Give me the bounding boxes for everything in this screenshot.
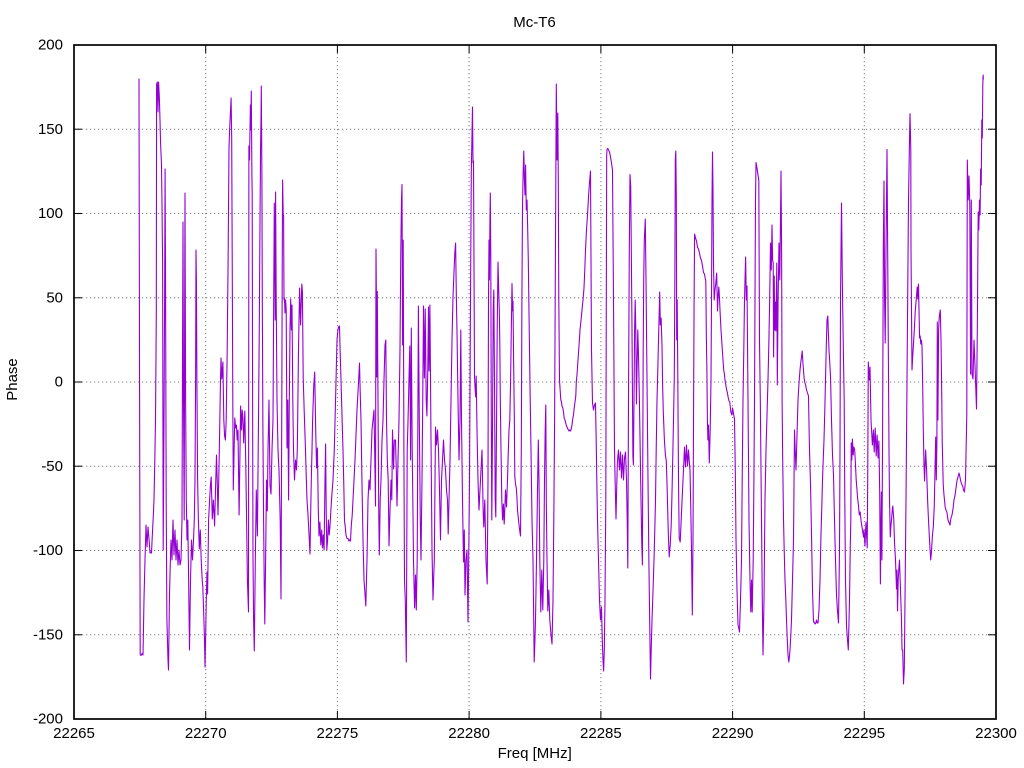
svg-text:22265: 22265 xyxy=(53,725,95,742)
svg-text:22280: 22280 xyxy=(448,725,490,742)
svg-text:22290: 22290 xyxy=(712,725,754,742)
svg-text:-150: -150 xyxy=(33,627,63,644)
svg-text:22270: 22270 xyxy=(185,725,227,742)
svg-text:-50: -50 xyxy=(41,458,63,475)
svg-text:Phase: Phase xyxy=(4,358,21,401)
svg-text:22275: 22275 xyxy=(317,725,359,742)
svg-text:22300: 22300 xyxy=(975,725,1017,742)
svg-text:200: 200 xyxy=(38,37,63,54)
svg-text:22285: 22285 xyxy=(580,725,622,742)
svg-text:Mc-T6: Mc-T6 xyxy=(513,14,556,31)
svg-text:50: 50 xyxy=(46,289,63,306)
svg-text:-100: -100 xyxy=(33,542,63,559)
svg-text:0: 0 xyxy=(55,374,63,391)
svg-text:100: 100 xyxy=(38,205,63,222)
svg-text:22295: 22295 xyxy=(843,725,885,742)
svg-text:150: 150 xyxy=(38,121,63,138)
svg-text:-200: -200 xyxy=(33,711,63,728)
svg-text:Freq [MHz]: Freq [MHz] xyxy=(498,745,572,762)
